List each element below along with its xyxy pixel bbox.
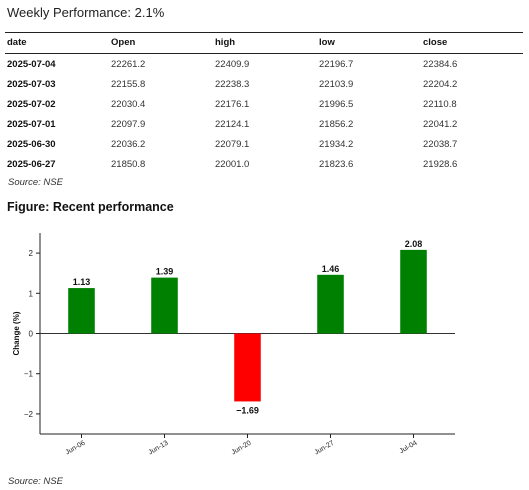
cell-low: 21856.2 (319, 118, 354, 130)
x-tick-label: Jun-06 (64, 440, 86, 457)
cell-close: 22038.7 (423, 138, 458, 150)
cell-close: 22384.6 (423, 58, 458, 70)
ohlc-table: date Open high low close 2025-07-04 2226… (5, 32, 523, 174)
y-tick-label: 1 (29, 289, 34, 298)
y-axis-label: Change (%) (12, 311, 21, 355)
data-label: 2.08 (405, 239, 423, 249)
cell-low: 21996.5 (319, 98, 354, 110)
column-header-date: date (5, 32, 109, 54)
x-tick-label: Jun-13 (147, 440, 169, 457)
data-label: −1.69 (236, 405, 259, 415)
cell-open: 22097.9 (111, 118, 146, 130)
x-tick-label: Jun-20 (230, 440, 252, 457)
cell-close: 22041.2 (423, 118, 458, 130)
chart-source-note: Source: NSE (8, 476, 63, 487)
table-row: 2025-06-27 21850.8 22001.0 21823.6 21928… (5, 154, 523, 174)
chart-bars (68, 249, 427, 402)
cell-date: 2025-06-30 (7, 138, 56, 150)
cell-low: 22103.9 (319, 78, 354, 90)
table-header-row: date Open high low close (5, 32, 523, 54)
x-tick-label: Jun-27 (313, 440, 335, 457)
table-row: 2025-07-02 22030.4 22176.1 21996.5 22110… (5, 94, 523, 114)
data-label: 1.46 (322, 264, 340, 274)
cell-high: 22001.0 (215, 158, 250, 170)
bar (151, 277, 178, 334)
y-tick-label: 0 (29, 330, 34, 339)
bar (400, 249, 427, 334)
cell-high: 22079.1 (215, 138, 250, 150)
cell-open: 22261.2 (111, 58, 146, 70)
cell-open: 21850.8 (111, 158, 146, 170)
data-label: 1.39 (156, 267, 174, 277)
bar (317, 274, 344, 334)
cell-low: 22196.7 (319, 58, 354, 70)
y-tick-label: 2 (29, 249, 34, 258)
column-header-close: close (421, 32, 523, 54)
cell-close: 21928.6 (423, 158, 458, 170)
figure-title: Figure: Recent performance (7, 200, 174, 214)
data-label: 1.13 (73, 277, 91, 287)
table-row: 2025-07-04 22261.2 22409.9 22196.7 22384… (5, 54, 523, 75)
chart-labels: 2 1 0 −1 −2 Change (%) 1.13 Jun-06 1.39 Jun-13 −1.… (12, 239, 422, 457)
table-row: 2025-07-03 22155.8 22238.3 22103.9 22204… (5, 74, 523, 94)
bar (68, 288, 95, 334)
cell-date: 2025-07-01 (7, 118, 56, 130)
y-tick-label: −2 (24, 410, 34, 419)
cell-open: 22155.8 (111, 78, 146, 90)
cell-date: 2025-07-03 (7, 78, 56, 90)
cell-date: 2025-07-02 (7, 98, 56, 110)
weekly-performance-title: Weekly Performance: 2.1% (7, 5, 165, 20)
x-tick-label: Jul-04 (398, 440, 418, 456)
cell-date: 2025-06-27 (7, 158, 56, 170)
column-header-high: high (213, 32, 317, 54)
cell-low: 21934.2 (319, 138, 354, 150)
y-tick-label: −1 (24, 370, 34, 379)
table-row: 2025-07-01 22097.9 22124.1 21856.2 22041… (5, 114, 523, 134)
cell-open: 22036.2 (111, 138, 146, 150)
cell-close: 22110.8 (423, 98, 457, 110)
column-header-open: Open (109, 32, 213, 54)
cell-high: 22176.1 (215, 98, 250, 110)
table-row: 2025-06-30 22036.2 22079.1 21934.2 22038… (5, 134, 523, 154)
column-header-low: low (317, 32, 421, 54)
cell-high: 22124.1 (215, 118, 250, 130)
cell-high: 22409.9 (215, 58, 250, 70)
table-source-note: Source: NSE (8, 177, 63, 188)
cell-close: 22204.2 (423, 78, 458, 90)
cell-high: 22238.3 (215, 78, 250, 90)
cell-low: 21823.6 (319, 158, 354, 170)
bar (234, 333, 261, 402)
cell-open: 22030.4 (111, 98, 146, 110)
cell-date: 2025-07-04 (7, 58, 56, 70)
